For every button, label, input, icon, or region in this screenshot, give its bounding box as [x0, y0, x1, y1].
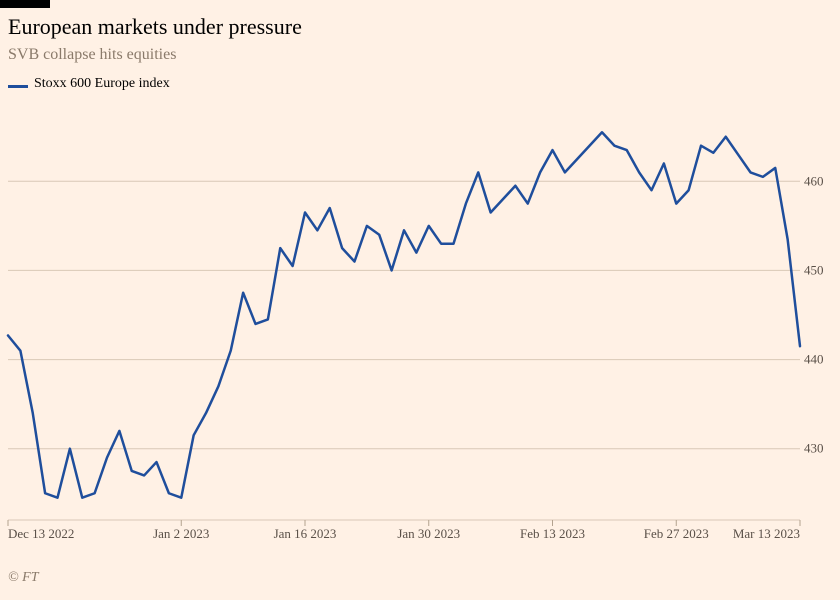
chart-credit: © FT — [8, 570, 38, 586]
x-tick-label: Dec 13 2022 — [8, 526, 74, 541]
y-tick-label: 450 — [804, 262, 824, 277]
y-tick-label: 430 — [804, 441, 824, 456]
x-tick-label: Feb 27 2023 — [644, 526, 709, 541]
line-chart: 430 440 450 460 Dec 13 2022 Jan 2 2023 Jan 16 … — [0, 100, 840, 560]
x-tick-label: Jan 30 2023 — [397, 526, 460, 541]
y-tick-label: 440 — [804, 352, 824, 367]
top-accent-bar — [0, 0, 50, 8]
x-tick-label: Jan 2 2023 — [153, 526, 209, 541]
legend-label: Stoxx 600 Europe index — [34, 76, 170, 92]
chart-title: European markets under pressure — [8, 14, 302, 40]
y-tick-label: 460 — [804, 173, 824, 188]
x-tick-label: Jan 16 2023 — [274, 526, 337, 541]
series-line — [8, 132, 800, 497]
chart-subtitle: SVB collapse hits equities — [8, 46, 176, 64]
x-tick-label: Feb 13 2023 — [520, 526, 585, 541]
x-tick-label: Mar 13 2023 — [733, 526, 800, 541]
legend-swatch — [8, 85, 28, 88]
